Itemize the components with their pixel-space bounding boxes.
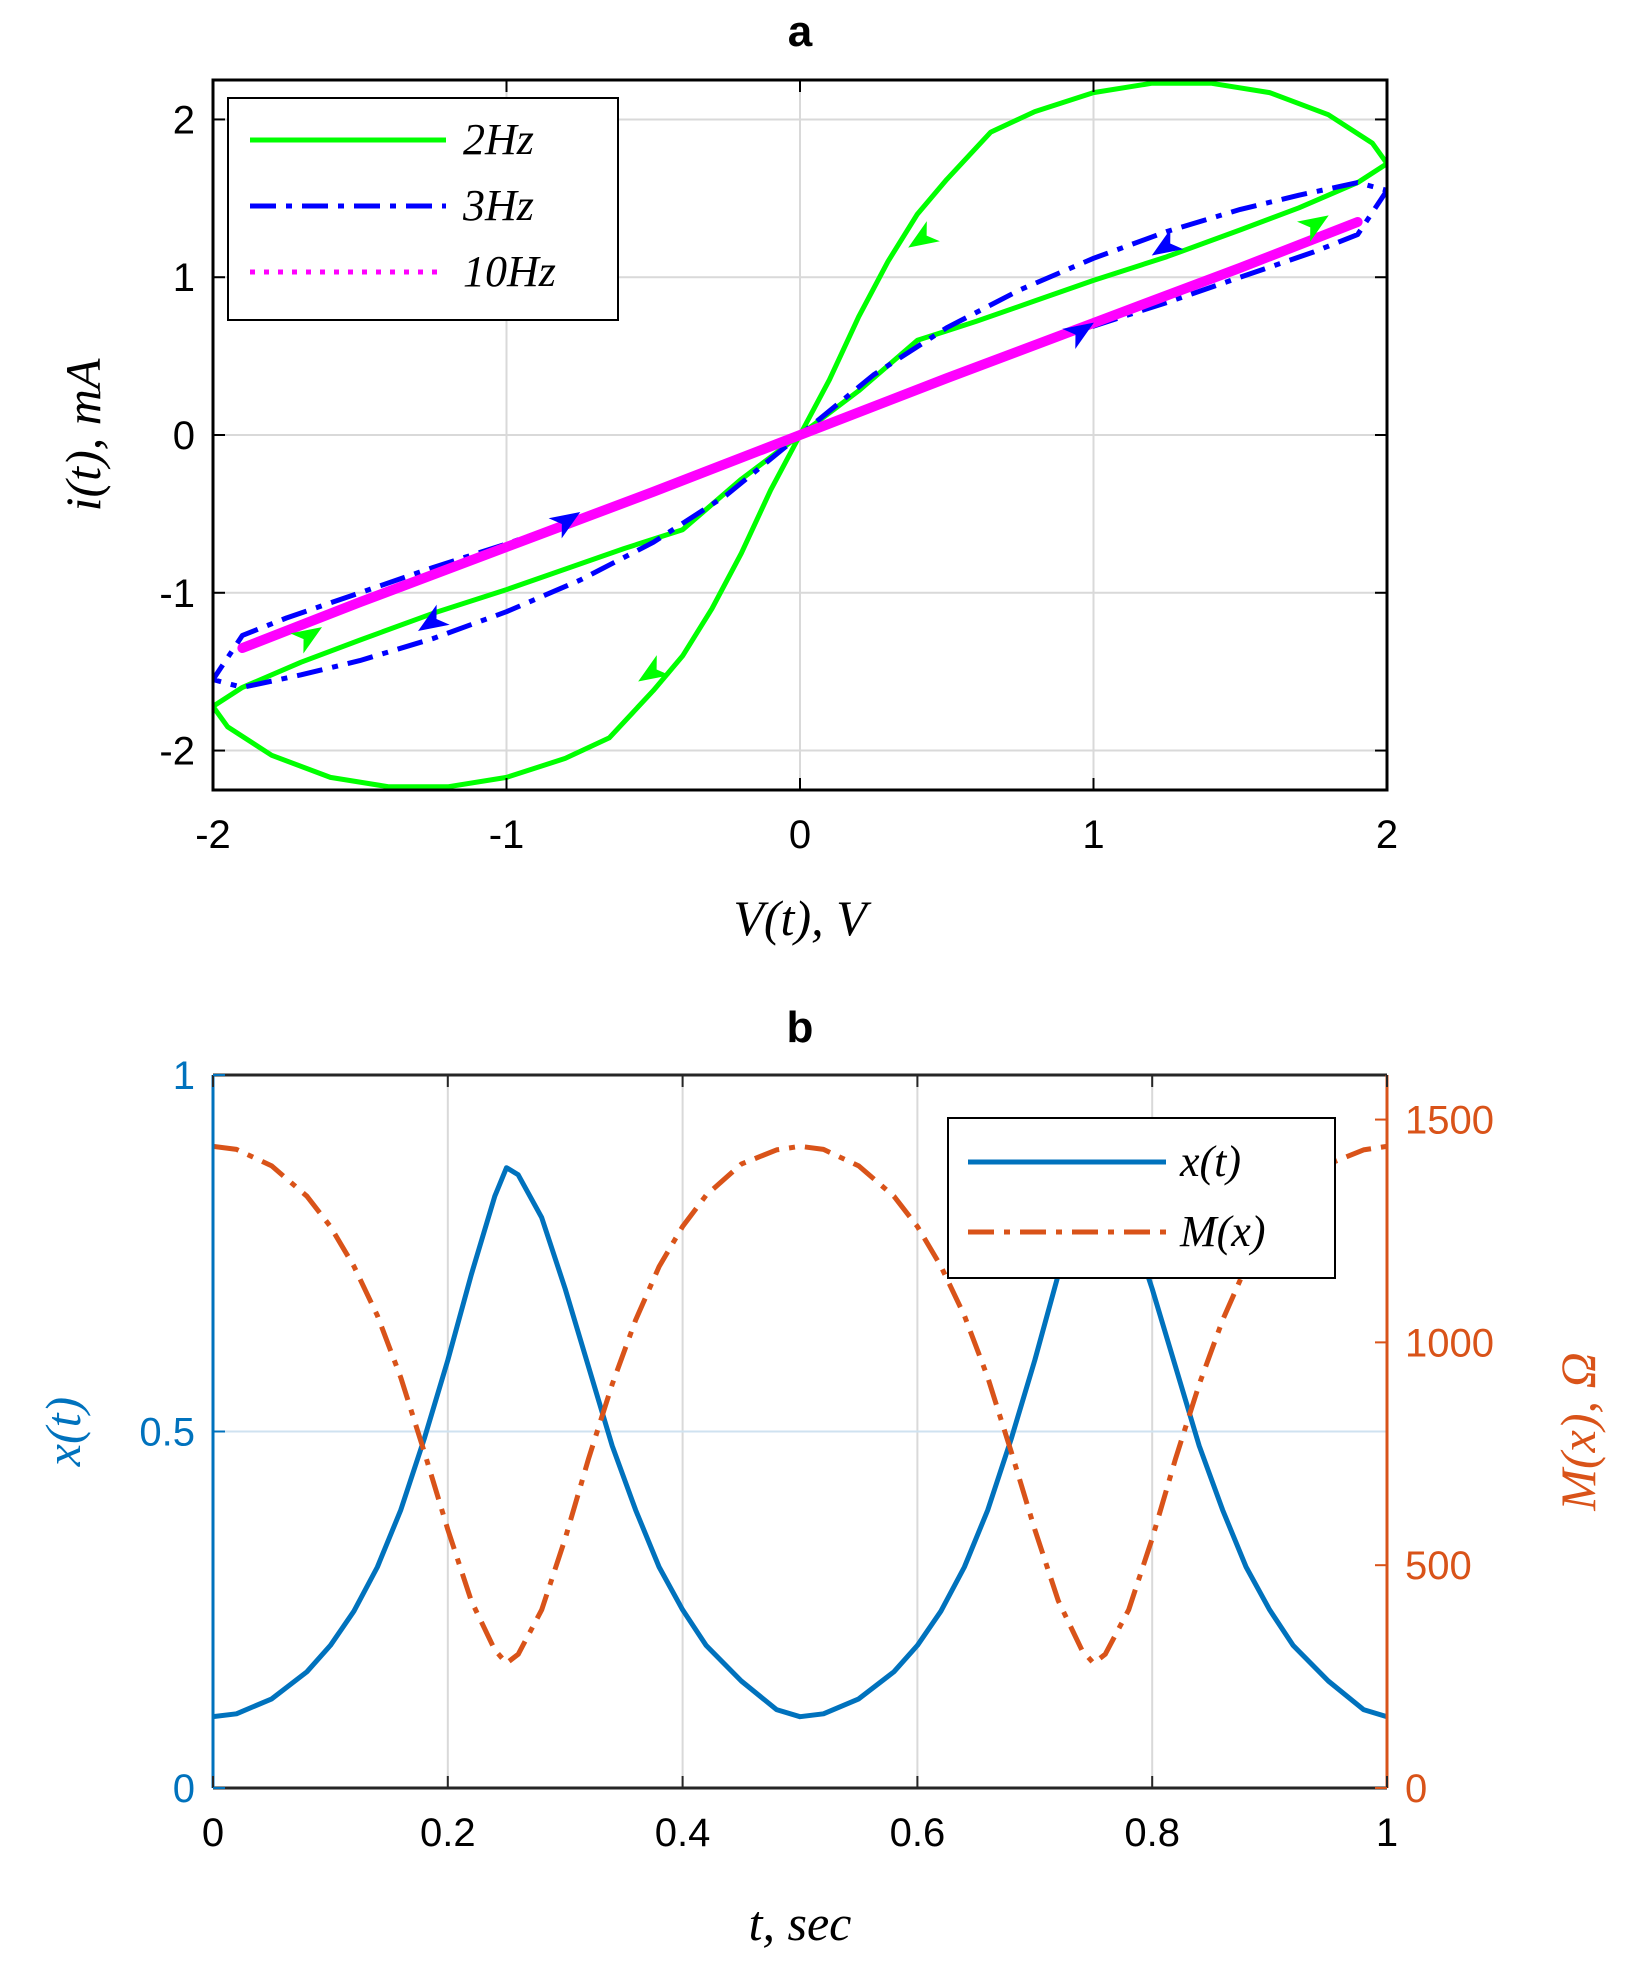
panel-a-x-tick-label: 2 bbox=[1376, 813, 1398, 857]
panel-a-legend: 2Hz 3Hz 10Hz bbox=[227, 97, 619, 321]
panel-a-x-tick-label: -1 bbox=[489, 813, 525, 857]
panel-b-x-tick-label: 0.4 bbox=[655, 1811, 711, 1855]
panel-b-right-tick-label: 500 bbox=[1405, 1544, 1472, 1588]
panel-b-x-tick-label: 0 bbox=[202, 1811, 224, 1855]
panel-a-series-10hz-line bbox=[237, 217, 1363, 653]
panel-b-x-tick-label: 0.6 bbox=[890, 1811, 946, 1855]
panel-b-legend-label: x(t) bbox=[1179, 1137, 1241, 1186]
panel-b-title: b bbox=[787, 1003, 814, 1052]
panel-b-x-tick-label: 0.2 bbox=[420, 1811, 476, 1855]
panel-a-legend-label: 2Hz bbox=[463, 115, 534, 164]
panel-b-right-tick-label: 1000 bbox=[1405, 1321, 1494, 1365]
panel-b-left-tick-label: 0.5 bbox=[139, 1411, 195, 1455]
panel-b-left-y-axis-label: x(t) bbox=[35, 1397, 91, 1467]
panel-a-direction-arrow bbox=[418, 604, 450, 631]
panel-a-ticks: -2 -1 0 1 2 -2 -1 0 1 2 bbox=[159, 80, 1398, 857]
panel-b-right-tick-label: 0 bbox=[1405, 1767, 1427, 1811]
panel-a-x-tick-label: 1 bbox=[1082, 813, 1104, 857]
panel-a-direction-arrow bbox=[290, 627, 323, 654]
panel-a-y-tick-label: -1 bbox=[159, 572, 195, 616]
panel-a-title: a bbox=[788, 7, 813, 56]
panel-a-y-tick-label: -2 bbox=[159, 730, 195, 774]
panel-b-series bbox=[213, 1143, 1387, 1720]
panel-a-direction-arrow bbox=[908, 221, 940, 248]
panel-b-x-tick-label: 1 bbox=[1376, 1811, 1398, 1855]
panel-a-x-tick-label: -2 bbox=[195, 813, 231, 857]
panel-a-y-tick-label: 0 bbox=[173, 414, 195, 458]
panel-a-x-axis-label: V(t), V bbox=[733, 890, 872, 946]
panel-b-right-y-axis-label: M(x), Ω bbox=[1550, 1352, 1606, 1511]
panel-b-x-axis-label: t, sec bbox=[749, 1895, 852, 1951]
panel-a-direction-arrow bbox=[1297, 215, 1329, 242]
panel-a-legend-label: 3Hz bbox=[462, 181, 534, 230]
panel-b-left-tick-label: 1 bbox=[173, 1054, 195, 1098]
panel-b-legend-box bbox=[947, 1117, 1336, 1279]
panel-a-y-axis-label: i(t), mA bbox=[55, 358, 111, 511]
panel-a-direction-arrow bbox=[1151, 229, 1184, 256]
panel-a-series bbox=[213, 80, 1387, 790]
panel-b-legend-label: M(x) bbox=[1179, 1207, 1266, 1256]
panel-a-legend-box bbox=[227, 97, 619, 321]
panel-a-direction-arrow bbox=[638, 655, 670, 682]
panel-b-legend: x(t) M(x) bbox=[947, 1117, 1336, 1279]
panel-a-legend-label: 10Hz bbox=[463, 247, 556, 296]
panel-a-y-tick-label: 2 bbox=[173, 98, 195, 142]
panel-b-right-tick-label: 1500 bbox=[1405, 1099, 1494, 1143]
panel-b-series-x-line bbox=[213, 1165, 1387, 1720]
panel-a-direction-arrow bbox=[1062, 322, 1094, 350]
panel-a-x-tick-label: 0 bbox=[789, 813, 811, 857]
panel-a-direction-arrow bbox=[548, 511, 581, 539]
panel-b-series-m-line bbox=[213, 1143, 1387, 1666]
panel-a-y-tick-label: 1 bbox=[173, 256, 195, 300]
panel-a: a -2 -1 0 1 2 -2 -1 0 1 2 V(t), V i(t), mA 2Hz 3Hz… bbox=[55, 7, 1398, 946]
panel-b-left-tick-label: 0 bbox=[173, 1767, 195, 1811]
panel-b-x-tick-label: 0.8 bbox=[1124, 1811, 1180, 1855]
